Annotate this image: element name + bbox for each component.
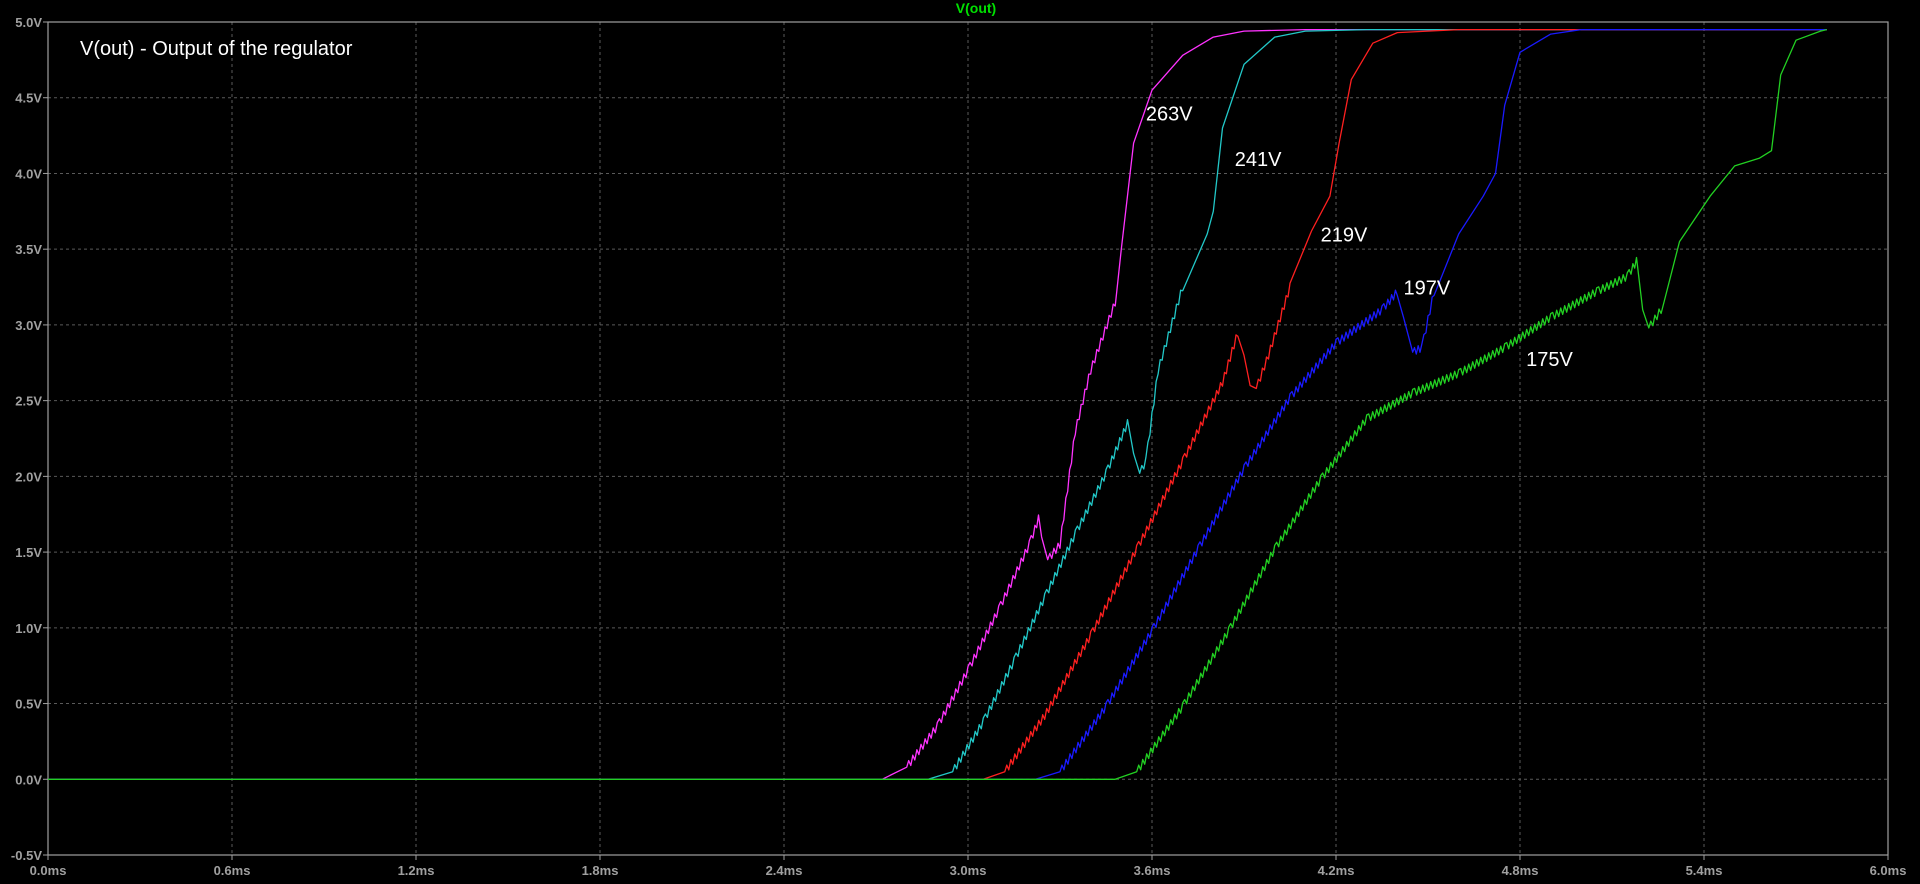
y-tick-label: 2.0V (15, 469, 42, 484)
x-tick-label: 2.4ms (766, 863, 803, 878)
y-tick-label: -0.5V (11, 848, 42, 863)
series-line-241V (48, 28, 1827, 780)
y-tick-label: 4.5V (15, 91, 42, 106)
x-tick-label: 5.4ms (1686, 863, 1723, 878)
x-tick-label: 6.0ms (1870, 863, 1907, 878)
series-label: 219V (1321, 225, 1368, 247)
x-axis-ticks: 0.0ms 0.6ms 1.2ms 1.8ms 2.4ms 3.0ms 3.6ms 4.2ms… (30, 855, 1907, 878)
series-line-219V (48, 28, 1827, 780)
y-tick-label: 0.5V (15, 697, 42, 712)
x-tick-label: 4.2ms (1318, 863, 1355, 878)
y-tick-label: 3.0V (15, 318, 42, 333)
x-tick-label: 1.8ms (582, 863, 619, 878)
trace-title[interactable]: V(out) (956, 0, 996, 16)
series-line-197V (48, 28, 1827, 780)
y-tick-label: 1.0V (15, 621, 42, 636)
y-tick-label: 1.5V (15, 545, 42, 560)
series-label: 241V (1235, 149, 1282, 171)
x-tick-label: 1.2ms (398, 863, 435, 878)
y-axis-ticks: -0.5V 0.0V 0.5V 1.0V 1.5V 2.0V 2.5V 3.0V 3.5V 4.0… (11, 15, 48, 863)
series-traces (48, 28, 1827, 780)
series-line-175V (48, 28, 1827, 780)
y-tick-label: 3.5V (15, 242, 42, 257)
y-tick-label: 5.0V (15, 15, 42, 30)
x-tick-label: 0.0ms (30, 863, 67, 878)
series-label: 263V (1146, 103, 1193, 125)
series-labels: 263V 241V 219V 197V 175V (1146, 103, 1574, 370)
series-label: 197V (1403, 278, 1450, 300)
x-tick-label: 0.6ms (214, 863, 251, 878)
x-tick-label: 3.6ms (1134, 863, 1171, 878)
annotation-title: V(out) - Output of the regulator (80, 38, 353, 60)
x-tick-label: 4.8ms (1502, 863, 1539, 878)
series-line-263V (48, 28, 1827, 780)
y-tick-label: 2.5V (15, 394, 42, 409)
x-tick-label: 3.0ms (950, 863, 987, 878)
series-label: 175V (1526, 349, 1573, 371)
y-tick-label: 0.0V (15, 772, 42, 787)
y-tick-label: 4.0V (15, 166, 42, 181)
